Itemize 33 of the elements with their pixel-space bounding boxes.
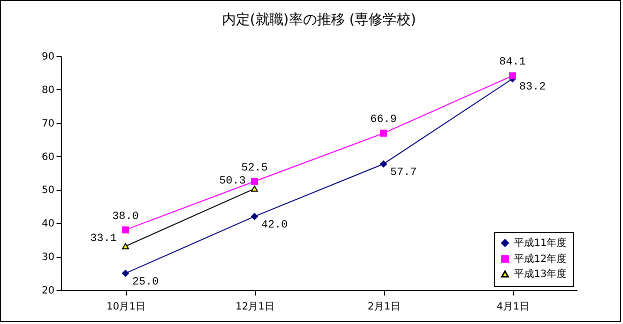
data-label: 50.3 xyxy=(219,176,246,188)
chart-title: 内定(就職)率の推移 (専修学校) xyxy=(222,12,416,28)
data-label: 25.0 xyxy=(132,276,159,288)
legend-label: 平成11年度 xyxy=(514,237,567,249)
data-label: 52.5 xyxy=(241,162,268,174)
y-tick-label: 90 xyxy=(42,52,54,62)
point xyxy=(251,212,258,220)
point xyxy=(251,178,258,185)
point xyxy=(380,160,387,168)
data-label: 33.1 xyxy=(90,233,118,246)
x-tick-label: 10月1日 xyxy=(106,302,146,312)
data-label: 38.0 xyxy=(112,210,139,223)
y-tick-label: 50 xyxy=(42,185,54,196)
x-tick-label: 2月1日 xyxy=(368,302,400,312)
point xyxy=(122,270,129,277)
y-tick-label: 80 xyxy=(42,84,54,96)
point xyxy=(122,226,129,234)
data-label: 66.9 xyxy=(370,114,397,126)
data-label: 84.1 xyxy=(499,56,526,69)
y-tick-label: 30 xyxy=(42,252,54,264)
legend-label: 平成12年度 xyxy=(514,253,567,265)
data-label: 57.7 xyxy=(390,166,417,179)
x-tick-label: 4月1日 xyxy=(496,302,530,312)
y-tick-label: 60 xyxy=(42,152,54,163)
data-label: 83.2 xyxy=(519,82,546,94)
legend-label: 平成13年度 xyxy=(514,268,567,280)
y-tick-label: 70 xyxy=(42,118,54,130)
x-tick-label: 12月1日 xyxy=(235,302,275,312)
point xyxy=(509,72,516,80)
y-tick-label: 40 xyxy=(42,218,54,230)
data-label: 42.0 xyxy=(261,219,288,232)
point xyxy=(380,130,387,137)
y-tick-label: 20 xyxy=(42,286,54,296)
